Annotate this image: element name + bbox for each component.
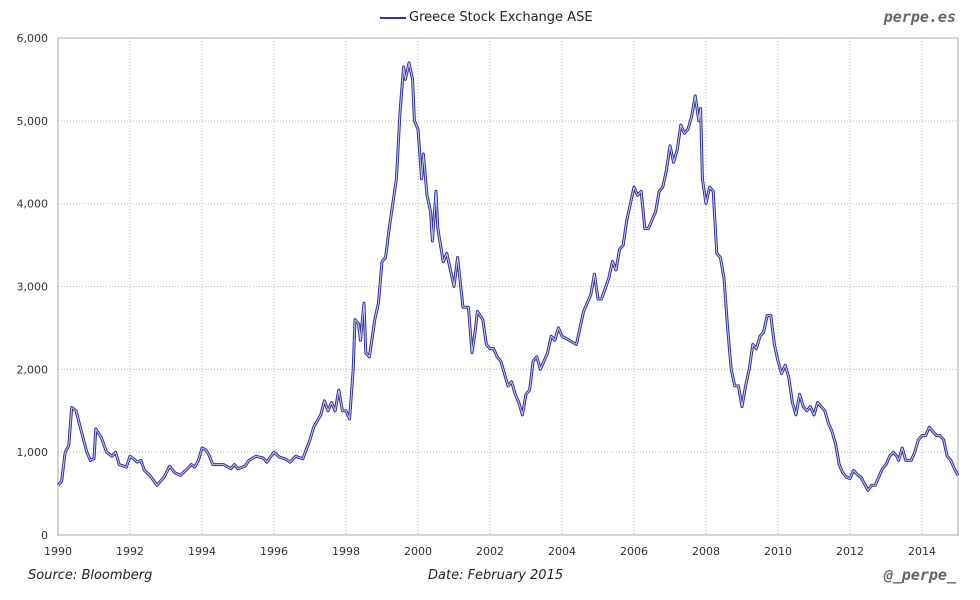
y-tick-label: 6,000	[17, 32, 49, 45]
legend-label: Greece Stock Exchange ASE	[409, 10, 593, 25]
x-tick-label: 1996	[260, 545, 288, 558]
x-tick-label: 2002	[476, 545, 504, 558]
series-line-highlight	[57, 62, 959, 491]
x-tick-label: 1998	[332, 545, 360, 558]
brand-label: perpe.es	[883, 8, 956, 26]
y-tick-label: 5,000	[17, 115, 49, 128]
y-tick-label: 3,000	[17, 281, 49, 294]
series-layer	[56, 61, 960, 492]
y-tick-label: 2,000	[17, 363, 49, 376]
x-tick-label: 2012	[836, 545, 864, 558]
x-tick-label: 2014	[908, 545, 936, 558]
x-tick-label: 2010	[764, 545, 792, 558]
x-tick-label: 2004	[548, 545, 576, 558]
plot-frame	[57, 37, 959, 536]
x-tick-label: 2008	[692, 545, 720, 558]
y-tick-label: 0	[41, 529, 48, 542]
source-label: Source: Bloomberg	[28, 568, 153, 583]
legend: Greece Stock Exchange ASE	[380, 10, 593, 25]
x-tick-label: 1994	[188, 545, 216, 558]
x-tick-label: 2006	[620, 545, 648, 558]
x-tick-label: 2000	[404, 545, 432, 558]
legend-swatch	[380, 16, 406, 19]
handle-label: @_perpe_	[883, 566, 956, 584]
date-label: Date: February 2015	[428, 568, 564, 583]
y-tick-label: 1,000	[17, 446, 49, 459]
x-tick-label: 1992	[116, 545, 144, 558]
series-line	[56, 61, 960, 492]
grid	[58, 37, 958, 535]
y-axis: 0 1,000 2,000 3,000 4,000 5,000 6,000	[17, 32, 49, 542]
x-axis: 1990 1992 1994 1996 1998 2000 2002 2004 2006 2008…	[44, 545, 936, 558]
y-tick-label: 4,000	[17, 198, 49, 211]
x-tick-label: 1990	[44, 545, 72, 558]
